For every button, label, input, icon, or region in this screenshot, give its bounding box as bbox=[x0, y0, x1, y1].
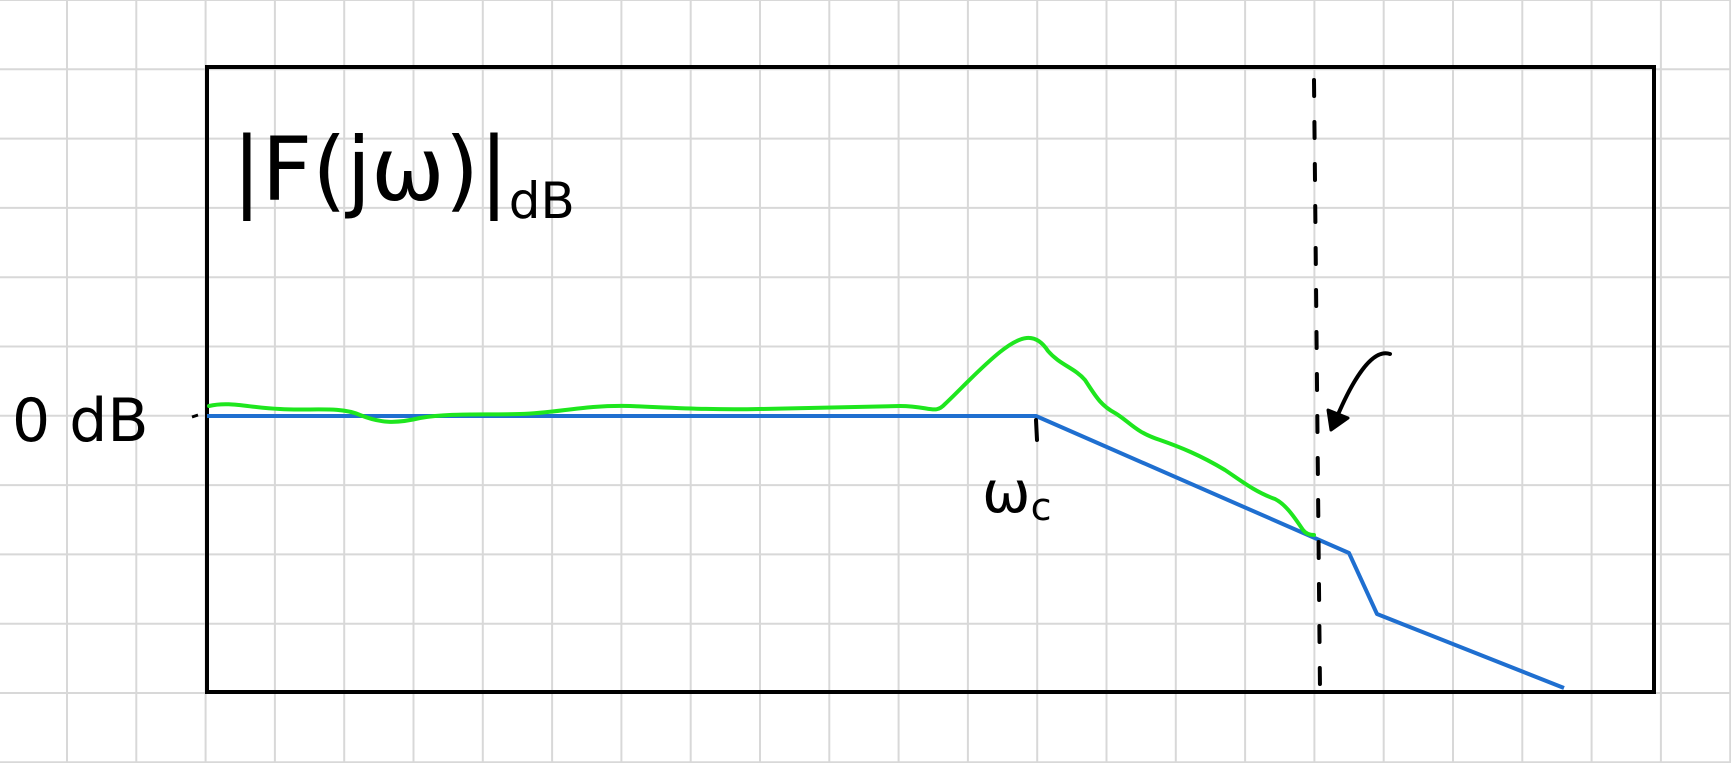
asymptotic-magnitude-line bbox=[207, 414, 1565, 690]
zero-db-label: 0 dB bbox=[12, 386, 149, 456]
actual-response-curve bbox=[207, 335, 1316, 537]
arrow-marker bbox=[1326, 351, 1392, 432]
zero-db-tick bbox=[191, 413, 199, 419]
cutoff-frequency-label: ωc bbox=[982, 458, 1051, 529]
plot-frame bbox=[205, 65, 1656, 694]
magnitude-label: |F(jω)|dB bbox=[232, 118, 575, 230]
dashed-vertical-line bbox=[1312, 78, 1322, 692]
cutoff-tick bbox=[1034, 418, 1039, 442]
